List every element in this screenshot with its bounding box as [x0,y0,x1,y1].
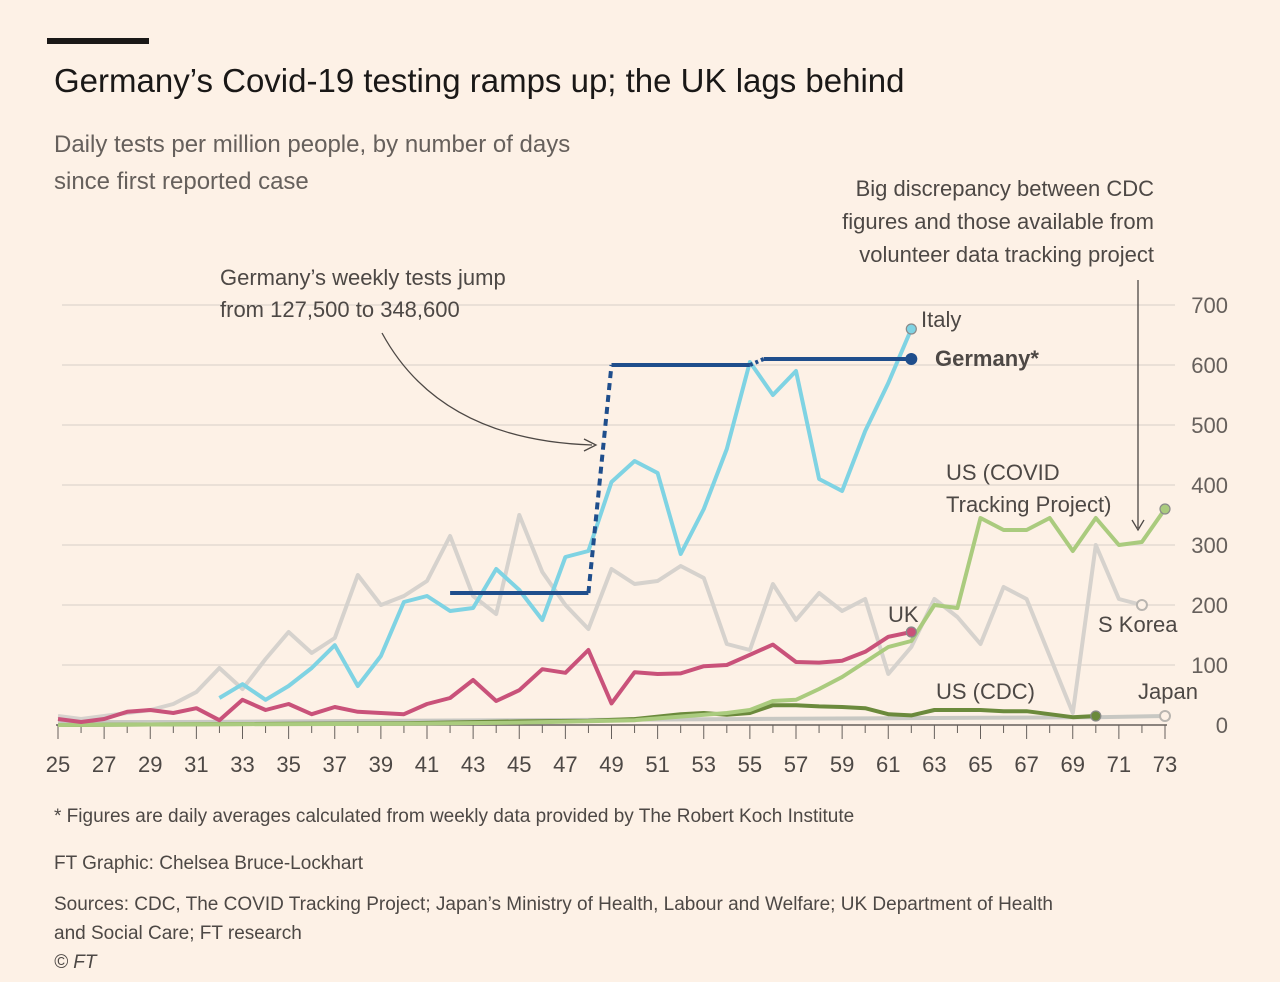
germany-line-join [749,357,765,367]
label-us-ctp-1: US (COVID [946,460,1060,485]
line-chart: 25 27 29 31 33 35 37 39 41 43 45 47 49 51 53 55 57 59 61 63… [46,176,1228,777]
germany-annotation-arrow [381,332,593,446]
y-tick-label: 700 [1191,293,1228,318]
x-tick-label: 69 [1061,752,1085,777]
series-lines [57,323,1171,727]
x-tick-label: 29 [138,752,162,777]
x-tick-label: 31 [184,752,208,777]
x-tick-label: 39 [369,752,393,777]
germany-annotation-line-1: Germany’s weekly tests jump [220,265,506,290]
top-accent-bar [47,38,149,44]
label-skorea: S Korea [1098,612,1178,637]
x-tick-label: 59 [830,752,854,777]
x-tick-label: 27 [92,752,116,777]
label-uk: UK [888,602,919,627]
graphic-credit: FT Graphic: Chelsea Bruce-Lockhart [54,853,364,874]
germany-annotation-line-2: from 127,500 to 348,600 [220,297,460,322]
sources-line-2: and Social Care; FT research [54,923,302,944]
x-tick-label: 33 [230,752,254,777]
x-tick-label: 45 [507,752,531,777]
chart-subtitle: Daily tests per million people, by numbe… [54,126,570,200]
uk-line [57,630,912,724]
x-tick-label: 57 [784,752,808,777]
series-labels: Italy Germany* US (COVID Tracking Projec… [888,307,1198,704]
x-tick-label: 43 [461,752,485,777]
annotations: Germany’s weekly tests jump from 127,500… [220,176,1154,532]
footnote: * Figures are daily averages calculated … [54,806,855,827]
y-tick-label: 100 [1191,653,1228,678]
x-tick-label: 25 [46,752,70,777]
x-tick-label: 49 [599,752,623,777]
japan-end-marker [1159,710,1171,722]
x-tick-label: 53 [692,752,716,777]
copyright: © FT [54,952,97,973]
x-tick-label: 71 [1107,752,1131,777]
x-tick-label: 63 [922,752,946,777]
cdc-annotation-line-3: volunteer data tracking project [859,242,1154,267]
label-germany: Germany* [935,346,1039,371]
us-cdc-end-marker [1090,710,1102,722]
x-tick-label: 61 [876,752,900,777]
x-tick-label: 35 [276,752,300,777]
italy-line [218,328,914,702]
x-tick-label: 41 [415,752,439,777]
germany-annotation-arrowhead [583,438,598,452]
x-tick-label: 55 [738,752,762,777]
cdc-annotation-line-2: figures and those available from [842,209,1154,234]
cdc-annotation-arrowhead [1131,519,1145,532]
y-tick-label: 500 [1191,413,1228,438]
us-covid-tracking-project-line [57,507,1167,727]
sources: Sources: CDC, The COVID Tracking Project… [54,890,1053,948]
x-tick-label: 73 [1153,752,1177,777]
label-italy: Italy [921,307,961,332]
cdc-annotation-line-1: Big discrepancy between CDC [856,176,1154,201]
chart-title: Germany’s Covid-19 testing ramps up; the… [54,62,905,99]
subtitle-line-2: since first reported case [54,168,309,195]
y-tick-label: 300 [1191,533,1228,558]
x-tick-label: 67 [1014,752,1038,777]
y-tick-label: 200 [1191,593,1228,618]
x-tick-label: 51 [645,752,669,777]
y-tick-label: 0 [1216,713,1228,738]
x-tick-label: 47 [553,752,577,777]
x-axis: 25 27 29 31 33 35 37 39 41 43 45 47 49 51 53 55 57 59 61 63… [46,724,1177,777]
s-korea-end-marker [1135,599,1148,611]
us-covid-tracking-project-end-marker [1159,503,1171,515]
label-us-ctp-2: Tracking Project) [946,492,1111,517]
subtitle-line-1: Daily tests per million people, by numbe… [54,131,571,158]
label-japan: Japan [1138,679,1198,704]
x-tick-label: 65 [968,752,992,777]
uk-end-marker [905,626,917,638]
y-tick-label: 400 [1191,473,1228,498]
y-tick-label: 600 [1191,353,1228,378]
germany-end-marker [905,353,918,365]
x-tick-label: 37 [323,752,347,777]
italy-end-marker [905,323,917,335]
y-axis: 0 100 200 300 400 500 600 700 [1191,293,1228,738]
germany-line-jump [586,364,614,594]
label-us-cdc: US (CDC) [936,679,1035,704]
sources-line-1: Sources: CDC, The COVID Tracking Project… [54,894,1053,915]
